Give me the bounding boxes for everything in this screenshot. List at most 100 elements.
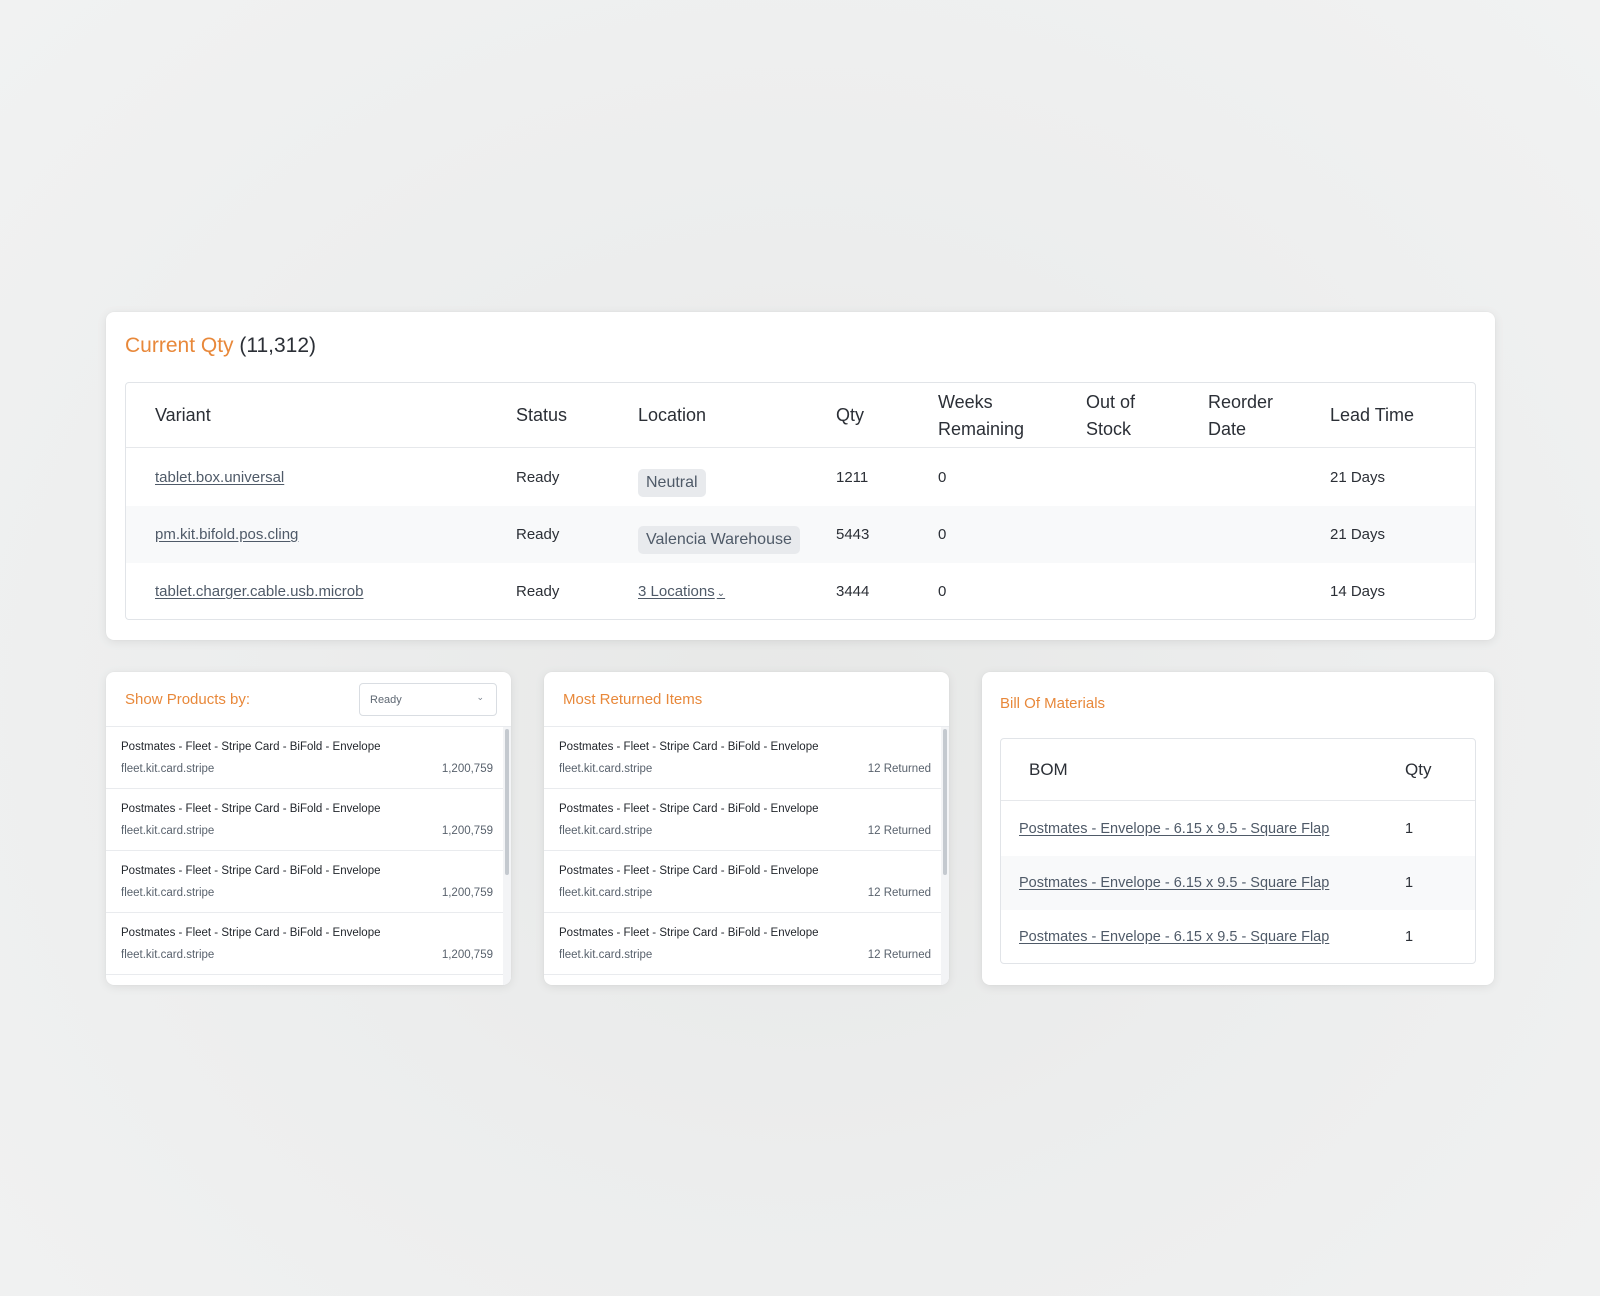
bom-table-header: BOM Qty xyxy=(1001,739,1475,801)
column-header-lead-time[interactable]: Lead Time xyxy=(1330,405,1415,425)
product-name: Postmates - Fleet - Stripe Card - BiFold… xyxy=(559,927,819,939)
list-item[interactable]: Postmates - Fleet - Stripe Card - BiFold… xyxy=(106,727,503,789)
show-products-header: Show Products by: Ready ⌄ xyxy=(106,672,511,727)
location-badge: Valencia Warehouse xyxy=(638,525,800,554)
list-item[interactable]: Postmates - Fleet - Stripe Card - BiFold… xyxy=(106,913,503,975)
most-returned-card: Most Returned Items Postmates - Fleet - … xyxy=(544,672,949,985)
bom-item-link[interactable]: Postmates - Envelope - 6.15 x 9.5 - Squa… xyxy=(1019,821,1330,837)
bom-item-link[interactable]: Postmates - Envelope - 6.15 x 9.5 - Squa… xyxy=(1019,875,1330,891)
chevron-down-icon: ⌄ xyxy=(476,692,484,702)
bom-table: BOM Qty Postmates - Envelope - 6.15 x 9.… xyxy=(1000,738,1476,964)
show-products-card: Show Products by: Ready ⌄ Postmates - Fl… xyxy=(106,672,511,985)
inventory-table: Variant Status Location Qty Weeks Remaini… xyxy=(125,382,1476,620)
bom-qty-cell: 1 xyxy=(1405,875,1414,891)
scrollbar-thumb[interactable] xyxy=(943,729,947,875)
variant-link[interactable]: pm.kit.bifold.pos.cling xyxy=(155,526,299,543)
qty-cell: 3444 xyxy=(836,583,870,600)
table-row: Postmates - Envelope - 6.15 x 9.5 - Squa… xyxy=(1001,856,1475,910)
variant-link[interactable]: tablet.charger.cable.usb.microb xyxy=(155,583,364,600)
product-value: 1,200,759 xyxy=(441,949,493,961)
table-row: Postmates - Envelope - 6.15 x 9.5 - Squa… xyxy=(1001,910,1475,963)
product-name: Postmates - Fleet - Stripe Card - BiFold… xyxy=(559,803,819,815)
column-header-qty[interactable]: Qty xyxy=(836,405,865,425)
column-header-out-of-stock[interactable]: Out of Stock xyxy=(1086,383,1135,448)
list-item[interactable]: Postmates - Fleet - Stripe Card - BiFold… xyxy=(106,789,503,851)
bill-of-materials-title: Bill Of Materials xyxy=(1000,695,1106,712)
product-filter-select[interactable]: Ready ⌄ xyxy=(359,683,497,716)
reorder-date-line-2: Date xyxy=(1208,418,1247,439)
product-sku: fleet.kit.card.stripe xyxy=(559,887,653,899)
qty-cell: 1211 xyxy=(836,469,869,486)
chevron-down-icon: ⌄ xyxy=(716,587,726,599)
returned-count: 12 Returned xyxy=(867,763,931,775)
product-sku: fleet.kit.card.stripe xyxy=(121,949,215,961)
returned-list[interactable]: Postmates - Fleet - Stripe Card - BiFold… xyxy=(544,727,949,985)
current-qty-title: Current Qty (11,312) xyxy=(125,334,316,358)
list-item[interactable]: Postmates - Fleet - Stripe Card - BiFold… xyxy=(544,851,941,913)
product-sku: fleet.kit.card.stripe xyxy=(121,887,215,899)
weeks-remaining-cell: 0 xyxy=(938,469,947,486)
list-item[interactable]: Postmates - Fleet - Stripe Card - BiFold… xyxy=(544,789,941,851)
column-header-qty[interactable]: Qty xyxy=(1405,760,1432,779)
column-header-bom[interactable]: BOM xyxy=(1029,760,1068,779)
column-header-weeks-remaining[interactable]: Weeks Remaining xyxy=(938,383,1024,448)
product-sku: fleet.kit.card.stripe xyxy=(559,763,653,775)
most-returned-header: Most Returned Items xyxy=(544,672,949,727)
bom-item-link[interactable]: Postmates - Envelope - 6.15 x 9.5 - Squa… xyxy=(1019,929,1330,945)
column-header-status[interactable]: Status xyxy=(516,405,568,425)
product-sku: fleet.kit.card.stripe xyxy=(121,825,215,837)
locations-dropdown-label: 3 Locations xyxy=(638,583,715,600)
returned-count: 12 Returned xyxy=(867,887,931,899)
column-header-reorder-date[interactable]: Reorder Date xyxy=(1208,383,1273,448)
list-item[interactable]: Postmates - Fleet - Stripe Card - BiFold… xyxy=(544,727,941,789)
product-name: Postmates - Fleet - Stripe Card - BiFold… xyxy=(121,927,381,939)
product-name: Postmates - Fleet - Stripe Card - BiFold… xyxy=(121,865,381,877)
out-of-stock-line-1: Out of xyxy=(1086,391,1136,412)
returned-count: 12 Returned xyxy=(867,949,931,961)
weeks-remaining-line-2: Remaining xyxy=(938,418,1025,439)
weeks-remaining-cell: 0 xyxy=(938,526,947,543)
list-item[interactable]: Postmates - Fleet - Stripe Card - BiFold… xyxy=(544,913,941,975)
product-name: Postmates - Fleet - Stripe Card - BiFold… xyxy=(559,741,819,753)
most-returned-title: Most Returned Items xyxy=(563,691,703,708)
table-row: pm.kit.bifold.pos.cling Ready Valencia W… xyxy=(126,506,1475,563)
column-header-variant[interactable]: Variant xyxy=(155,405,211,425)
status-cell: Ready xyxy=(516,583,560,600)
weeks-remaining-cell: 0 xyxy=(938,583,947,600)
qty-cell: 5443 xyxy=(836,526,870,543)
product-value: 1,200,759 xyxy=(441,887,493,899)
column-header-location[interactable]: Location xyxy=(638,405,707,425)
product-list[interactable]: Postmates - Fleet - Stripe Card - BiFold… xyxy=(106,727,511,985)
status-cell: Ready xyxy=(516,469,560,486)
status-cell: Ready xyxy=(516,526,560,543)
product-name: Postmates - Fleet - Stripe Card - BiFold… xyxy=(121,803,381,815)
product-sku: fleet.kit.card.stripe xyxy=(559,825,653,837)
variant-link[interactable]: tablet.box.universal xyxy=(155,469,285,486)
list-item[interactable]: Postmates - Fleet - Stripe Card - BiFold… xyxy=(106,851,503,913)
table-row: tablet.charger.cable.usb.microb Ready 3 … xyxy=(126,563,1475,619)
lead-time-cell: 21 Days xyxy=(1330,526,1386,543)
locations-dropdown[interactable]: 3 Locations ⌄ xyxy=(638,583,725,600)
product-name: Postmates - Fleet - Stripe Card - BiFold… xyxy=(121,741,381,753)
product-sku: fleet.kit.card.stripe xyxy=(121,763,215,775)
current-qty-label: Current Qty xyxy=(125,334,234,357)
scrollbar[interactable] xyxy=(941,727,949,985)
product-value: 1,200,759 xyxy=(441,763,493,775)
returned-count: 12 Returned xyxy=(867,825,931,837)
scrollbar[interactable] xyxy=(503,727,511,985)
scrollbar-thumb[interactable] xyxy=(505,729,509,875)
product-filter-value: Ready xyxy=(370,693,402,706)
weeks-remaining-line-1: Weeks xyxy=(938,391,993,412)
lead-time-cell: 14 Days xyxy=(1330,583,1386,600)
table-row: tablet.box.universal Ready Neutral 1211 … xyxy=(126,449,1475,506)
out-of-stock-line-2: Stock xyxy=(1086,418,1132,439)
bom-qty-cell: 1 xyxy=(1405,929,1414,945)
show-products-title: Show Products by: xyxy=(125,691,251,708)
current-qty-count: (11,312) xyxy=(239,334,317,357)
bom-qty-cell: 1 xyxy=(1405,821,1414,837)
location-badge: Neutral xyxy=(638,468,706,497)
bill-of-materials-card: Bill Of Materials BOM Qty Postmates - En… xyxy=(982,672,1494,985)
inventory-table-header: Variant Status Location Qty Weeks Remaini… xyxy=(126,383,1475,448)
product-value: 1,200,759 xyxy=(441,825,493,837)
table-row: Postmates - Envelope - 6.15 x 9.5 - Squa… xyxy=(1001,802,1475,856)
